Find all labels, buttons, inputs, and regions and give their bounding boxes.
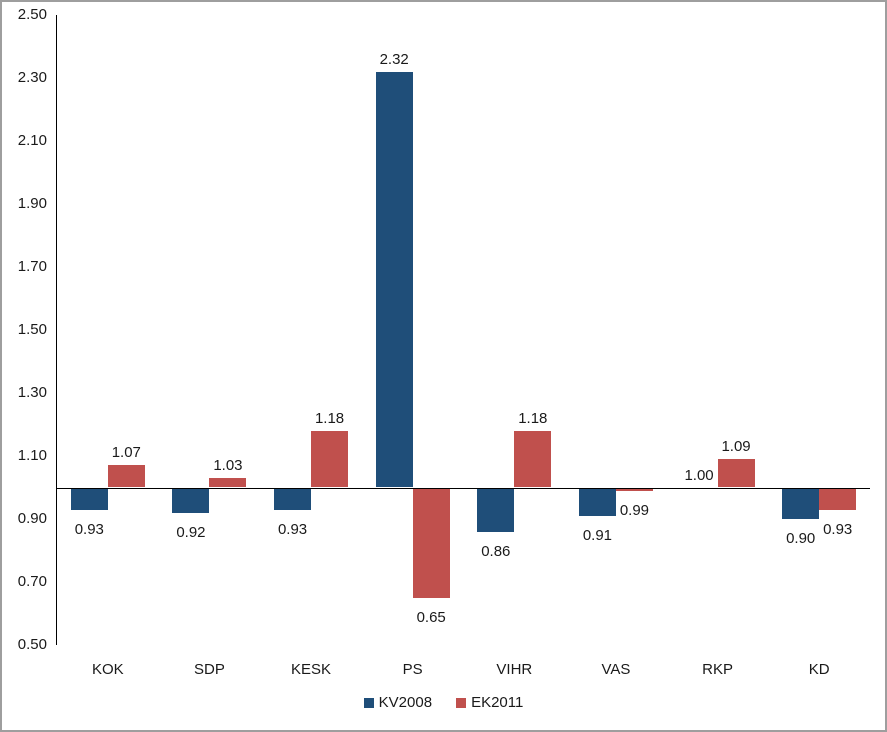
y-axis-tick-label: 1.50 [17,321,47,338]
bar-value-label: 1.18 [314,409,345,427]
bar-kv2008-ps [375,71,413,488]
bar-value-label: 1.09 [721,438,751,456]
bar-ek2011-kok [107,465,145,488]
legend-item-kv2008: KV2008 [363,694,433,711]
x-axis-category-label-kok: KOK [91,661,124,678]
y-axis-line [55,15,57,645]
x-axis-category-label-rkp: RKP [702,661,733,678]
y-axis-tick-label: 2.30 [17,69,47,86]
bar-kv2008-kd [782,487,820,519]
y-axis-tick-label: 1.10 [17,447,47,464]
legend-swatch-ek2011 [456,697,467,708]
bar-kv2008-vihr [477,487,515,532]
bar-value-label: 1.18 [518,409,548,427]
bar-ek2011-rkp [717,459,755,488]
bar-kv2008-kesk [274,487,312,510]
y-axis-tick-label: 2.50 [17,6,47,23]
x-axis-category-label-kesk: KESK [291,661,332,678]
x-axis-category-label-ps: PS [402,661,423,678]
bar-value-label: 0.99 [619,501,650,519]
y-axis-tick-label: 0.50 [17,636,47,653]
bar-kv2008-vas [578,487,616,516]
y-axis-tick-label: 0.90 [17,510,47,527]
x-axis-category-label-sdp: SDP [194,661,225,678]
bar-value-label: 0.86 [481,542,511,560]
bar-ek2011-vas [615,487,653,491]
legend-label-kv2008: KV2008 [378,694,433,711]
x-axis-category-label-kd: KD [808,661,830,678]
y-axis-tick-label: 1.90 [17,195,47,212]
bar-ek2011-vihr [514,430,552,488]
category-axis-baseline [57,487,870,489]
bar-value-label: 1.07 [111,444,141,462]
bar-ek2011-kd [819,487,857,510]
bar-value-label: 0.90 [786,530,816,547]
y-axis-tick-label: 1.70 [17,258,47,275]
bar-value-label: 0.93 [277,520,308,538]
bar-kv2008-kok [70,487,108,510]
bar-value-label: 2.32 [379,50,409,68]
bar-value-label: 1.03 [213,457,243,475]
x-axis-category-label-vas: VAS [601,661,631,678]
y-axis-tick-label: 2.10 [17,132,47,149]
plot-area: 0.93 0.92 0.93 2.32 0.86 0.91 1.00 0.90 1.07 1.03… [57,15,870,645]
x-axis-category-label-vihr: VIHR [496,661,533,678]
bar-kv2008-sdp [172,487,210,513]
bar-value-label: 0.92 [176,523,206,541]
bar-value-label: 0.91 [582,526,613,544]
bar-value-label: 1.00 [684,466,714,484]
legend-item-ek2011: EK2011 [456,695,523,710]
bar-ek2011-sdp [209,478,247,488]
bar-value-label: 0.93 [74,520,104,538]
y-axis-tick-label: 0.70 [17,573,47,590]
legend: KV2008 EK2011 [0,695,887,710]
legend-swatch-kv2008 [363,697,374,708]
bar-ek2011-ps [412,487,450,598]
bar-ek2011-kesk [311,430,349,488]
bar-value-label: 0.65 [416,608,446,626]
legend-label-ek2011: EK2011 [471,694,524,711]
bar-value-label: 0.93 [823,520,853,538]
y-axis-tick-label: 1.30 [17,384,47,401]
